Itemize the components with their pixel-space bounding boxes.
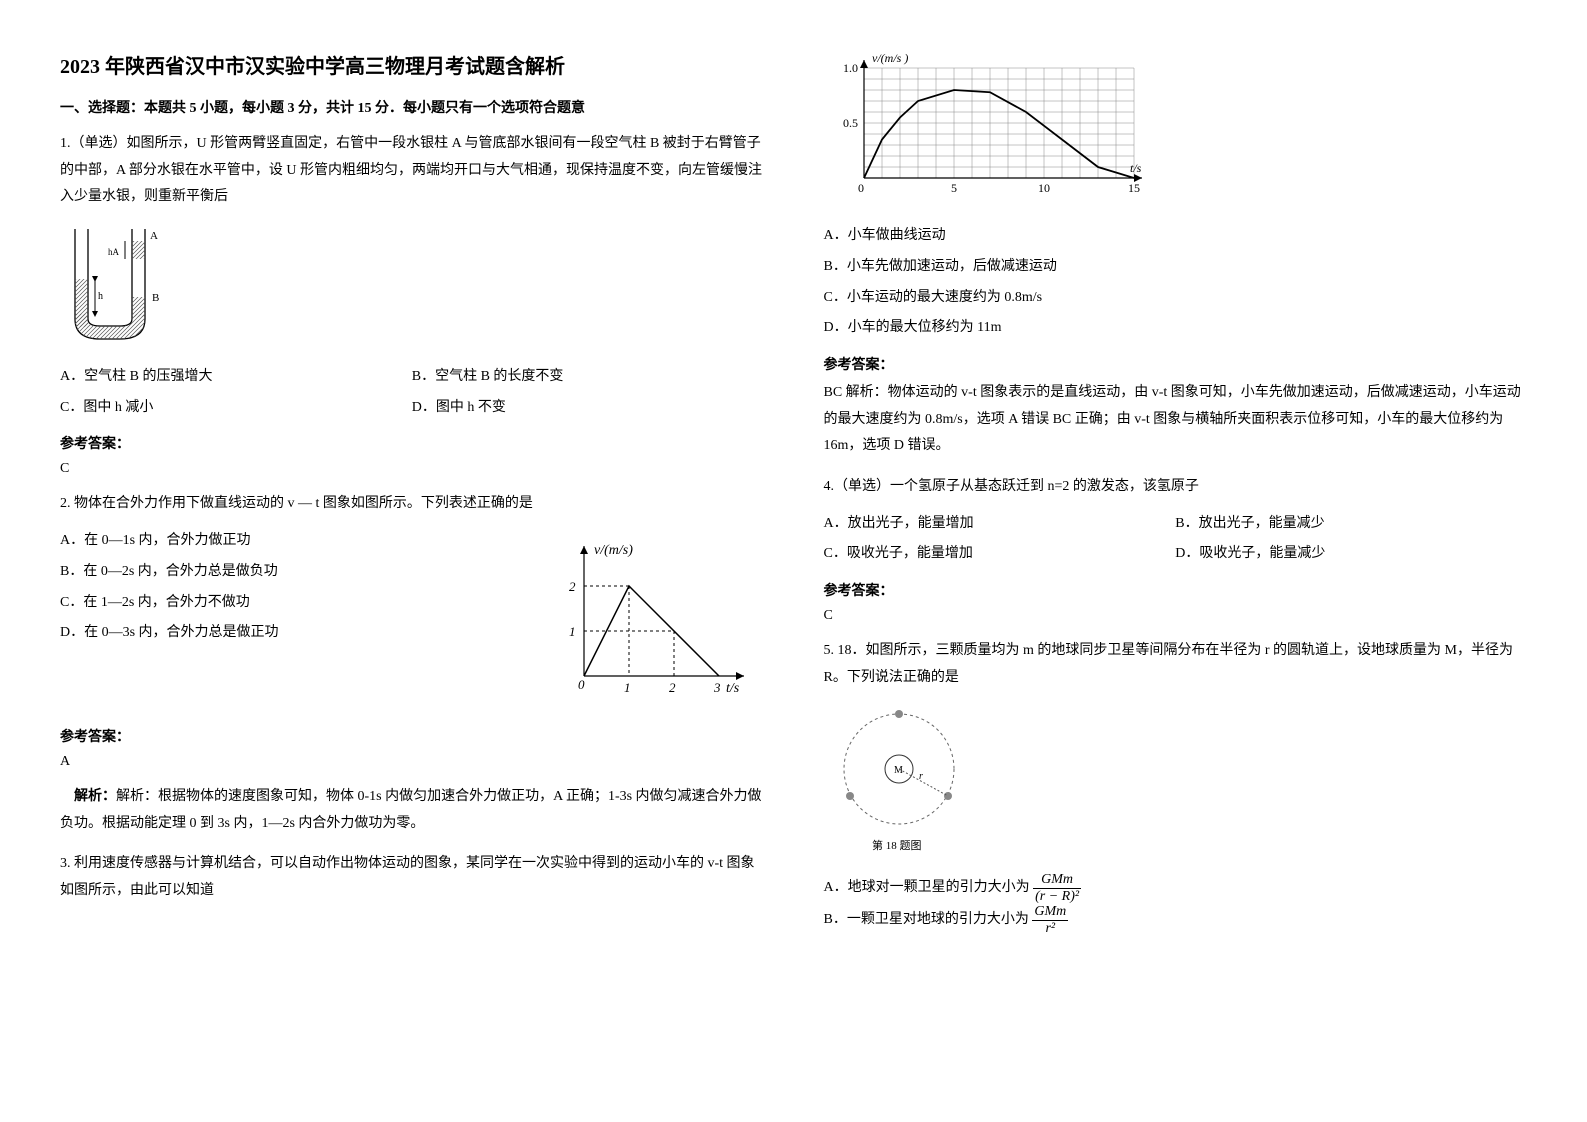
q1-opt-A: A．空气柱 B 的压强增大 xyxy=(60,362,412,393)
svg-text:t/s: t/s xyxy=(1130,161,1142,175)
q3-graph: 0 5 10 15 0.5 1.0 v/(m/s ) t/s xyxy=(824,48,1528,213)
q4-answer: C xyxy=(824,608,1528,624)
q3-answer-label: 参考答案： xyxy=(824,354,1528,374)
svg-text:15: 15 xyxy=(1128,181,1140,195)
q4-options: A．放出光子，能量增加 B．放出光子，能量减少 C．吸收光子，能量增加 D．吸收… xyxy=(824,509,1528,571)
q3-stem: 3. 利用速度传感器与计算机结合，可以自动作出物体运动的图象，某同学在一次实验中… xyxy=(60,851,764,904)
q2-answer: A xyxy=(60,754,764,770)
q1-answer: C xyxy=(60,461,764,477)
svg-text:3: 3 xyxy=(713,680,721,695)
svg-text:0.5: 0.5 xyxy=(843,116,858,130)
q5-opt-A: A．地球对一颗卫星的引力大小为 GMm (r − R)² xyxy=(824,872,1528,904)
svg-text:2: 2 xyxy=(669,680,676,695)
svg-text:r: r xyxy=(919,771,923,782)
svg-text:v/(m/s ): v/(m/s ) xyxy=(872,51,908,65)
q1-opt-B: B．空气柱 B 的长度不变 xyxy=(412,362,764,393)
q1-opt-C: C．图中 h 减小 xyxy=(60,393,412,424)
svg-text:1: 1 xyxy=(624,680,631,695)
q1-answer-label: 参考答案： xyxy=(60,433,764,453)
q2-options: A．在 0—1s 内，合外力做正功 B．在 0—2s 内，合外力总是做负功 C．… xyxy=(60,526,447,649)
q3-answer: BC 解析：物体运动的 v-t 图象表示的是直线运动，由 v-t 图象可知，小车… xyxy=(824,380,1528,460)
svg-text:0: 0 xyxy=(858,181,864,195)
q2-stem: 2. 物体在合外力作用下做直线运动的 v — t 图象如图所示。下列表述正确的是 xyxy=(60,491,764,518)
q3-options: A．小车做曲线运动 B．小车先做加速运动，后做减速运动 C．小车运动的最大速度约… xyxy=(824,221,1528,344)
q3-opt-C: C．小车运动的最大速度约为 0.8m/s xyxy=(824,283,1528,314)
q1-label-h: h xyxy=(98,291,103,302)
q5-fracB: GMm r² xyxy=(1032,904,1068,936)
q4-opt-C: C．吸收光子，能量增加 xyxy=(824,539,1176,570)
q2-opt-C: C．在 1—2s 内，合外力不做功 xyxy=(60,588,447,619)
q4-opt-A: A．放出光子，能量增加 xyxy=(824,509,1176,540)
q4-answer-label: 参考答案： xyxy=(824,580,1528,600)
svg-text:M: M xyxy=(894,765,903,776)
q3-opt-B: B．小车先做加速运动，后做减速运动 xyxy=(824,252,1528,283)
q3-opt-D: D．小车的最大位移约为 11m xyxy=(824,313,1528,344)
q5-options: A．地球对一颗卫星的引力大小为 GMm (r − R)² B．一颗卫星对地球的引… xyxy=(824,872,1528,936)
svg-text:1: 1 xyxy=(569,624,576,639)
right-column: 0 5 10 15 0.5 1.0 v/(m/s ) t/s A．小车做曲线运动 B．小车先做… xyxy=(824,40,1528,942)
section-heading: 一、选择题：本题共 5 小题，每小题 3 分，共计 15 分．每小题只有一个选项… xyxy=(60,97,764,117)
q1-diagram: A B h hA xyxy=(60,219,764,354)
q1-label-hA: hA xyxy=(108,247,120,257)
q5-stem: 5. 18．如图所示，三颗质量均为 m 的地球同步卫星等间隔分布在半径为 r 的… xyxy=(824,638,1528,691)
q3-opt-A: A．小车做曲线运动 xyxy=(824,221,1528,252)
exam-title: 2023 年陕西省汉中市汉实验中学高三物理月考试题含解析 xyxy=(60,50,764,79)
svg-text:2: 2 xyxy=(569,579,576,594)
q2-opt-B: B．在 0—2s 内，合外力总是做负功 xyxy=(60,557,447,588)
q2-answer-label: 参考答案： xyxy=(60,726,764,746)
q1-options: A．空气柱 B 的压强增大 B．空气柱 B 的长度不变 C．图中 h 减小 D．… xyxy=(60,362,764,424)
q2-opt-D: D．在 0—3s 内，合外力总是做正功 xyxy=(60,618,447,649)
svg-text:t/s: t/s xyxy=(726,681,740,696)
q1-stem: 1.（单选）如图所示，U 形管两臂竖直固定，右管中一段水银柱 A 与管底部水银间… xyxy=(60,131,764,211)
svg-text:1.0: 1.0 xyxy=(843,61,858,75)
left-column: 2023 年陕西省汉中市汉实验中学高三物理月考试题含解析 一、选择题：本题共 5… xyxy=(60,40,764,942)
svg-text:0: 0 xyxy=(578,677,585,692)
q4-opt-D: D．吸收光子，能量减少 xyxy=(1175,539,1527,570)
q2-graph: 0 1 2 3 1 2 v/(m/s) t/s xyxy=(554,536,754,711)
q4-stem: 4.（单选）一个氢原子从基态跃迁到 n=2 的激发态，该氢原子 xyxy=(824,474,1528,501)
q1-opt-D: D．图中 h 不变 xyxy=(412,393,764,424)
q2-opt-A: A．在 0—1s 内，合外力做正功 xyxy=(60,526,447,557)
q5-diagram: M r 第 18 题图 xyxy=(824,699,1528,864)
svg-text:10: 10 xyxy=(1038,181,1050,195)
q1-label-A: A xyxy=(150,230,158,242)
q5-fracA: GMm (r − R)² xyxy=(1033,872,1081,904)
svg-text:5: 5 xyxy=(951,181,957,195)
q2-solution: 解析：解析：根据物体的速度图象可知，物体 0-1s 内做匀加速合外力做正功，A … xyxy=(60,784,764,837)
q5-opt-B: B．一颗卫星对地球的引力大小为 GMm r² xyxy=(824,904,1528,936)
q4-opt-B: B．放出光子，能量减少 xyxy=(1175,509,1527,540)
q1-label-B: B xyxy=(152,292,159,304)
svg-text:第 18 题图: 第 18 题图 xyxy=(872,838,922,852)
svg-text:v/(m/s): v/(m/s) xyxy=(594,543,633,558)
